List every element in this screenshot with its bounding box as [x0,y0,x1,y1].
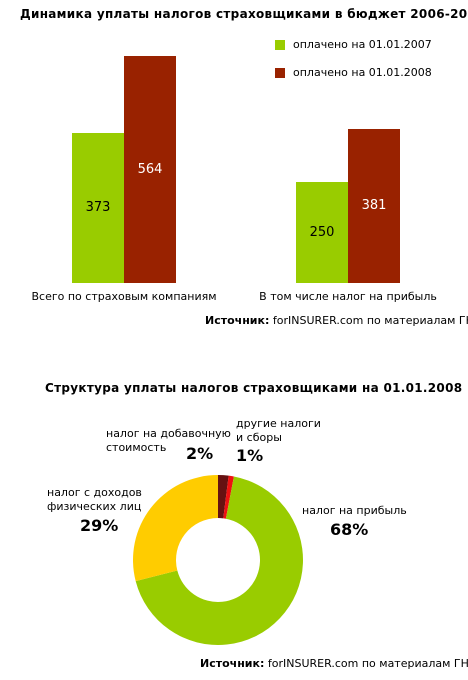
donut-slice-3 [223,475,234,519]
donut-slice-1 [133,475,218,582]
source-label: Источник: [200,657,265,670]
bar-value-label: 564 [137,161,163,177]
legend-label-2008: оплачено на 01.01.2008 [293,66,432,79]
legend-label-2007: оплачено на 01.01.2007 [293,38,432,51]
source-note-bar: Источник: forINSURER.com по материалам Г… [205,314,468,327]
legend-swatch-2007 [275,40,285,50]
label-other-taxes: другие налоги и сборы [236,417,321,444]
legend-swatch-2008 [275,68,285,78]
source-text: forINSURER.com по материалам ГНАУ [269,314,468,327]
bar-value-label: 381 [361,198,387,213]
label-vat: налог на добавочную стоимость [106,427,231,454]
donut-slice-0 [135,476,303,645]
pct-vat: 2% [186,444,214,463]
source-label: Источник: [205,314,270,327]
label-personal-income-tax: налог с доходов физических лиц [47,486,142,513]
bar-2007-0 [72,133,124,283]
source-note-pie: Источник: forINSURER.com по материалам Г… [200,657,468,670]
pct-profit-tax: 68% [330,520,369,539]
donut-chart [133,475,303,645]
bar-chart-title: Динамика уплаты налогов страховщиками в … [20,7,468,21]
bar-2007-1 [296,182,348,283]
pct-other-taxes: 1% [236,446,264,465]
source-text: forINSURER.com по материалам ГНАУ [264,657,468,670]
bar-value-label: 250 [309,224,335,240]
bar-2008-1 [348,129,400,283]
label-profit-tax: налог на прибыль [302,504,407,517]
pct-personal-income-tax: 29% [80,516,119,535]
x-tick-label-total: Всего по страховым компаниям [31,290,217,303]
x-tick-label-profit-tax: В том числе налог на прибыль [259,290,437,303]
bar-value-label: 373 [85,200,111,215]
pie-chart-title: Структура уплаты налогов страховщиками н… [45,381,463,395]
bar-2008-0 [124,56,176,283]
donut-slice-2 [218,475,229,519]
